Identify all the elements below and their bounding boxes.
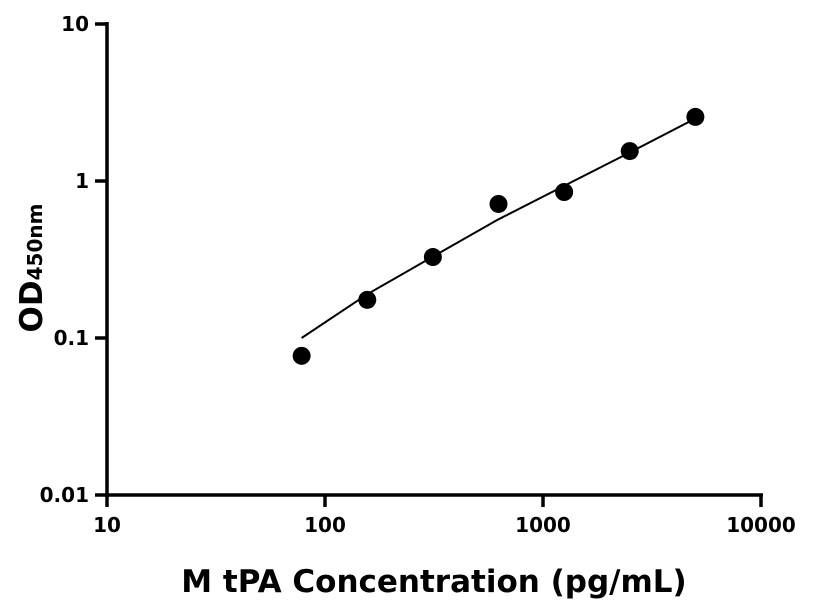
data-point [686,107,705,126]
y-axis-label-subscript: 450nm [23,204,47,281]
y-tick-label: 0.1 [54,326,89,350]
y-tick-label: 0.01 [40,483,89,507]
x-tick-label: 1000 [515,513,571,537]
x-tick-label: 10 [93,513,121,537]
data-point [555,183,574,202]
y-axis-label-main: OD [14,280,50,332]
data-point [423,248,442,267]
x-tick-label: 100 [304,513,346,537]
data-point [489,194,508,213]
data-point [620,142,639,161]
data-point [358,290,377,309]
y-axis-label: OD450nm [14,204,50,333]
data-point [292,346,311,365]
x-tick-label: 10000 [726,513,796,537]
axes [105,22,763,497]
x-axis-label: M tPA Concentration (pg/mL) [181,564,686,600]
y-tick-label: 1 [75,169,89,193]
y-tick-label: 10 [61,12,89,36]
